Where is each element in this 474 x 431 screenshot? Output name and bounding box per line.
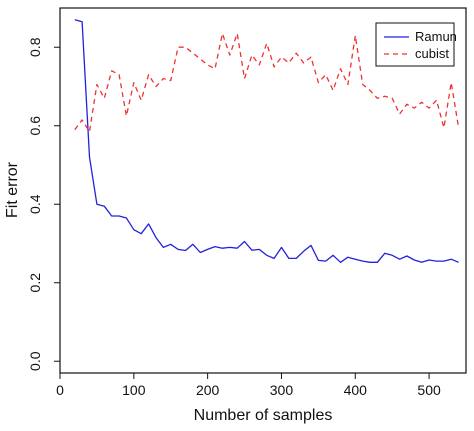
legend-label-ramun: Ramun <box>415 29 457 44</box>
y-axis-label: Fit error <box>4 161 21 218</box>
legend-label-cubist: cubist <box>415 46 449 61</box>
y-tick-label: 0.4 <box>27 194 43 214</box>
x-tick-label: 100 <box>122 382 146 398</box>
x-tick-label: 200 <box>196 382 220 398</box>
y-tick-label: 0.8 <box>27 37 43 57</box>
plot-frame <box>59 7 467 374</box>
legend: Ramun cubist <box>375 22 457 67</box>
x-tick-label: 300 <box>270 382 294 398</box>
x-tick-label: 0 <box>56 382 64 398</box>
x-axis: 0 100 200 300 400 500 <box>56 373 441 398</box>
y-axis: 0.0 0.2 0.4 0.6 0.8 <box>27 37 60 371</box>
y-tick-label: 0.2 <box>27 273 43 293</box>
x-tick-label: 400 <box>344 382 368 398</box>
series-line-ramun <box>74 19 459 263</box>
y-tick-label: 0.6 <box>27 116 43 136</box>
series-layer <box>74 19 460 263</box>
legend-box <box>375 22 455 67</box>
y-tick-label: 0.0 <box>27 351 43 371</box>
x-tick-label: 500 <box>417 382 441 398</box>
x-axis-label: Number of samples <box>194 407 333 424</box>
